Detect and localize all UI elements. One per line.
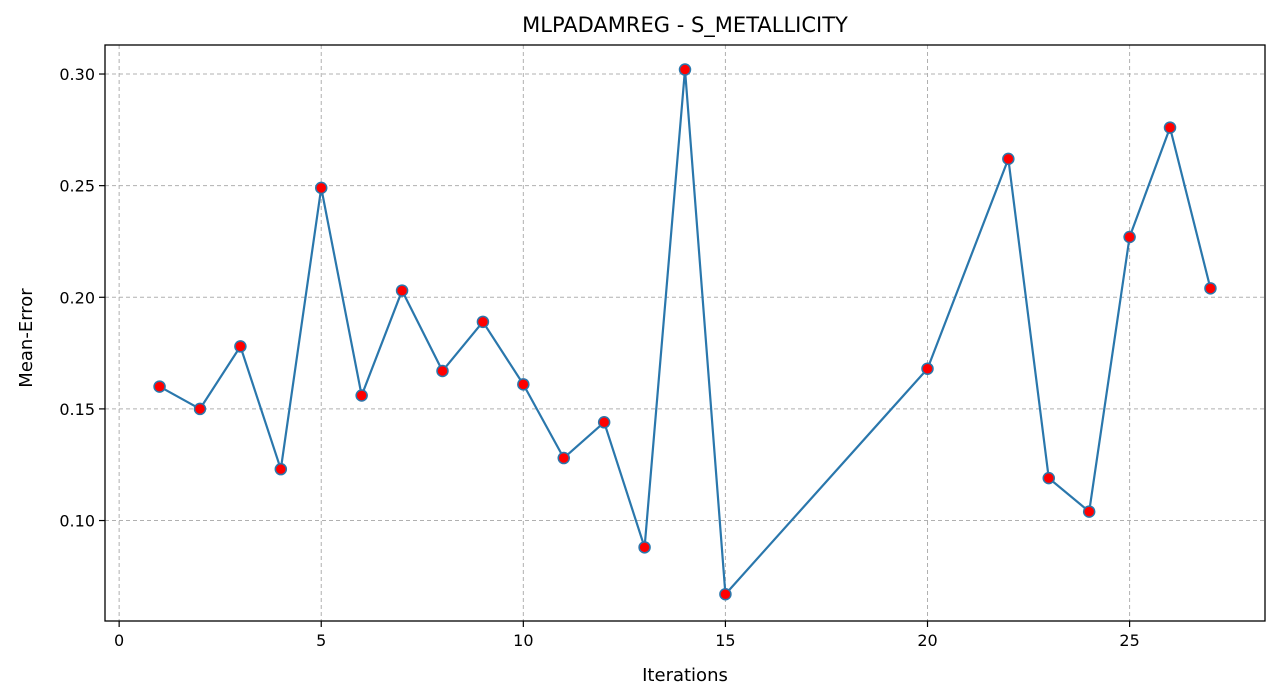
y-tick-label: 0.10 xyxy=(59,512,95,531)
data-point xyxy=(597,416,611,429)
x-tick-label: 5 xyxy=(316,631,326,650)
data-point xyxy=(436,364,449,378)
data-point xyxy=(678,63,692,76)
grid xyxy=(105,45,1265,621)
data-point xyxy=(638,541,651,554)
data-point xyxy=(517,378,530,391)
y-tick-label: 0.25 xyxy=(59,177,95,196)
x-axis-ticks: 0 5 10 15 20 25 xyxy=(114,621,1140,650)
series-line xyxy=(159,68,1212,596)
data-point xyxy=(1204,282,1217,295)
data-point xyxy=(153,380,166,393)
data-point xyxy=(921,362,934,375)
data-point xyxy=(193,402,207,416)
x-tick-label: 0 xyxy=(114,631,124,650)
y-axis-label: Mean-Error xyxy=(16,288,37,388)
y-tick-label: 0.20 xyxy=(59,288,95,307)
x-axis-label: Iterations xyxy=(642,665,728,686)
data-points xyxy=(153,63,1217,601)
x-tick-label: 10 xyxy=(513,631,533,650)
data-point xyxy=(1082,505,1096,518)
data-point xyxy=(476,315,490,329)
x-tick-label: 20 xyxy=(917,631,937,650)
x-tick-label: 15 xyxy=(715,631,735,650)
data-point xyxy=(395,284,409,297)
y-axis-ticks: 0.10 0.15 0.20 0.25 0.30 xyxy=(59,65,105,531)
data-point xyxy=(355,389,368,402)
data-point xyxy=(1123,230,1136,244)
y-tick-label: 0.30 xyxy=(59,65,95,84)
data-point xyxy=(234,340,247,353)
data-point xyxy=(557,451,570,465)
chart-title: MLPADAMREG - S_METALLICITY xyxy=(522,13,848,38)
plot-frame xyxy=(104,44,1266,622)
y-tick-label: 0.15 xyxy=(59,400,95,419)
series-line-group xyxy=(159,68,1212,596)
data-point xyxy=(1042,471,1056,485)
data-point xyxy=(314,181,328,195)
data-point xyxy=(1002,152,1015,166)
data-point xyxy=(274,462,288,476)
x-tick-label: 25 xyxy=(1119,631,1139,650)
data-point xyxy=(1163,121,1177,134)
data-point xyxy=(719,587,732,601)
